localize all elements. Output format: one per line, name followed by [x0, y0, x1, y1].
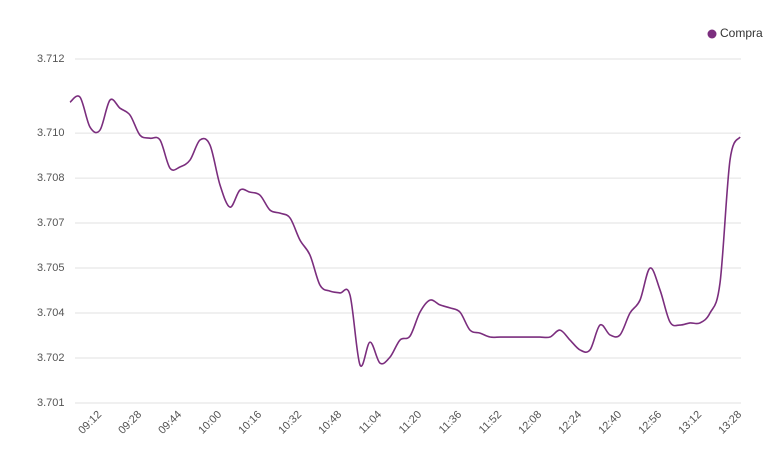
x-tick-label: 11:36	[437, 409, 464, 436]
x-tick-label: 12:24	[556, 409, 584, 437]
x-tick-label: 12:08	[516, 409, 544, 437]
x-tick-label: 10:48	[316, 409, 344, 437]
x-tick-label: 09:28	[116, 409, 144, 437]
x-tick-label: 10:32	[276, 409, 304, 437]
x-tick-label: 11:52	[477, 409, 504, 436]
y-tick-label: 3.708	[37, 172, 65, 184]
x-tick-label: 13:28	[716, 409, 744, 437]
x-tick-label: 12:40	[596, 409, 624, 437]
x-tick-label: 13:12	[676, 409, 704, 437]
y-tick-label: 3.702	[37, 352, 65, 364]
x-tick-label: 11:20	[397, 409, 424, 436]
x-tick-label: 10:00	[196, 409, 224, 437]
y-tick-label: 3.710	[37, 127, 65, 139]
legend-marker	[707, 29, 717, 39]
x-tick-label: 11:04	[357, 409, 384, 436]
y-tick-label: 3.704	[37, 307, 65, 319]
y-tick-label: 3.707	[37, 217, 65, 229]
x-tick-label: 09:12	[76, 409, 104, 437]
legend-label: Compra	[720, 26, 763, 40]
x-tick-label: 10:16	[236, 409, 264, 437]
y-tick-label: 3.705	[37, 262, 65, 274]
y-tick-label: 3.712	[37, 53, 65, 65]
line-series	[69, 95, 741, 367]
x-tick-label: 09:44	[156, 409, 184, 437]
y-tick-label: 3.701	[37, 397, 65, 409]
x-tick-label: 12:56	[636, 409, 664, 437]
